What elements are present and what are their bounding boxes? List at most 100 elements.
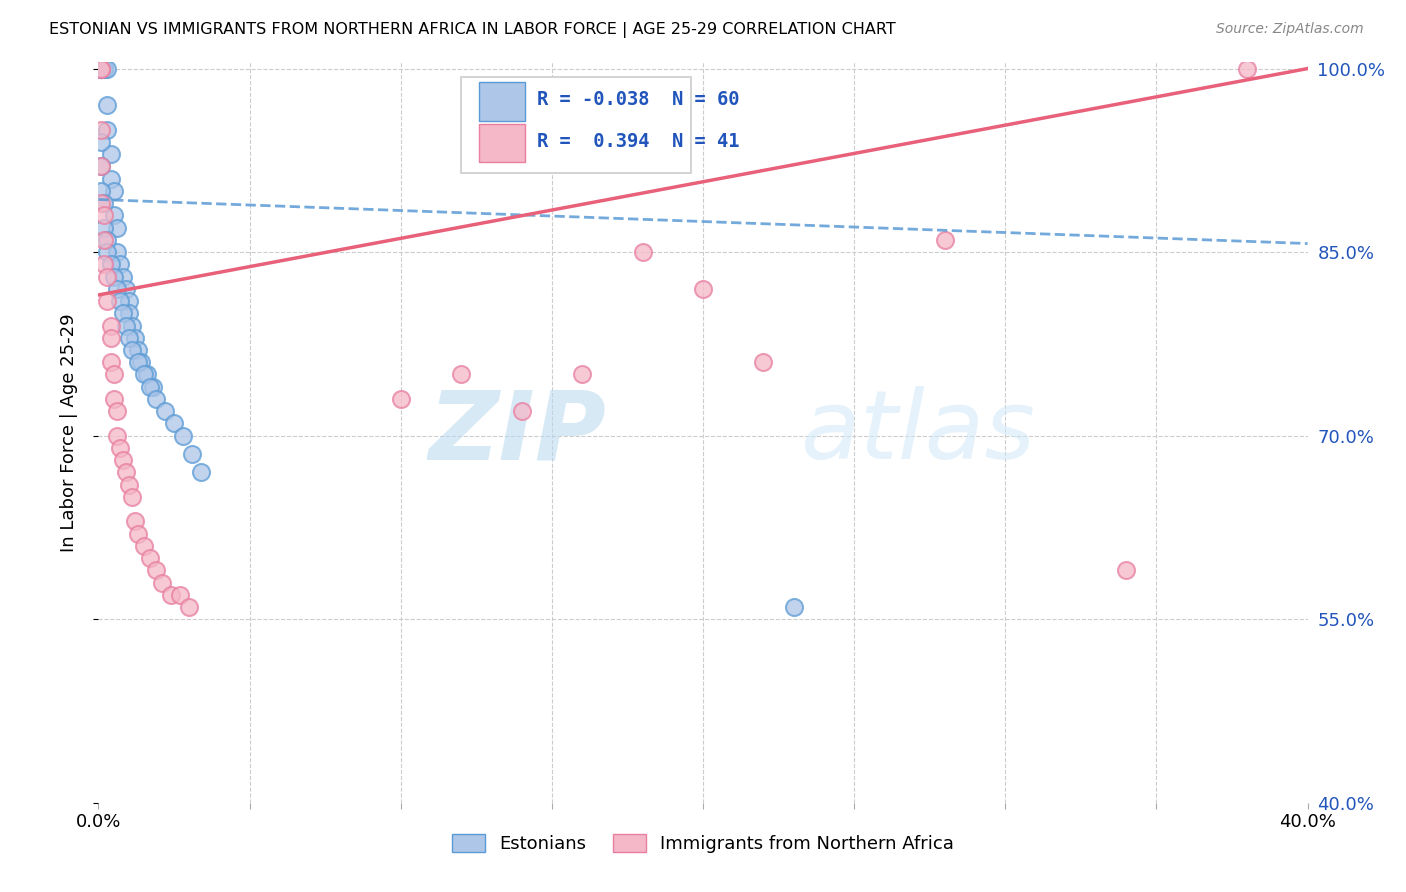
Point: [150, 575, 173, 590]
Point: [90, 62, 112, 76]
Point: [127, 355, 149, 369]
Point: [631, 245, 654, 260]
Point: [114, 282, 136, 296]
Point: [103, 392, 125, 406]
Point: [510, 404, 533, 418]
Point: [1236, 62, 1258, 76]
Point: [100, 257, 122, 271]
Point: [96, 62, 118, 76]
Point: [145, 392, 167, 406]
FancyBboxPatch shape: [461, 78, 690, 173]
Point: [90, 62, 112, 76]
Point: [90, 62, 112, 76]
Point: [90, 184, 112, 198]
Point: [90, 122, 112, 136]
Point: [111, 306, 134, 320]
Point: [132, 368, 155, 382]
Point: [135, 368, 157, 382]
Point: [100, 318, 122, 333]
Point: [93, 233, 115, 247]
Point: [142, 380, 165, 394]
FancyBboxPatch shape: [479, 82, 526, 121]
Point: [90, 62, 112, 76]
Text: ZIP: ZIP: [429, 386, 606, 479]
Point: [111, 453, 134, 467]
Point: [93, 257, 115, 271]
Legend: Estonians, Immigrants from Northern Africa: Estonians, Immigrants from Northern Afri…: [444, 827, 962, 861]
Text: R = -0.038  N = 60: R = -0.038 N = 60: [537, 90, 740, 110]
Point: [105, 428, 128, 442]
Point: [934, 233, 956, 247]
Point: [752, 355, 775, 369]
Text: Source: ZipAtlas.com: Source: ZipAtlas.com: [1216, 22, 1364, 37]
Point: [692, 282, 714, 296]
Point: [103, 269, 125, 284]
Point: [90, 196, 112, 211]
Point: [114, 466, 136, 480]
Point: [118, 306, 141, 320]
Point: [90, 62, 112, 76]
Point: [571, 368, 593, 382]
Point: [93, 62, 115, 76]
Point: [90, 160, 112, 174]
Point: [132, 539, 155, 553]
Point: [105, 404, 128, 418]
Point: [118, 294, 141, 309]
Point: [121, 318, 143, 333]
Point: [127, 526, 149, 541]
Point: [153, 404, 176, 418]
Y-axis label: In Labor Force | Age 25-29: In Labor Force | Age 25-29: [59, 313, 77, 552]
Point: [121, 490, 143, 504]
Point: [90, 62, 112, 76]
Point: [105, 220, 128, 235]
Point: [100, 171, 122, 186]
Point: [93, 220, 115, 235]
Point: [127, 343, 149, 357]
Text: atlas: atlas: [800, 386, 1035, 479]
Point: [103, 208, 125, 222]
Point: [93, 62, 115, 76]
Point: [96, 233, 118, 247]
Point: [108, 257, 131, 271]
Point: [118, 331, 141, 345]
Point: [121, 343, 143, 357]
Point: [129, 355, 152, 369]
Point: [100, 147, 122, 161]
Point: [93, 62, 115, 76]
Point: [783, 599, 806, 614]
Point: [96, 122, 118, 136]
Text: ESTONIAN VS IMMIGRANTS FROM NORTHERN AFRICA IN LABOR FORCE | AGE 25-29 CORRELATI: ESTONIAN VS IMMIGRANTS FROM NORTHERN AFR…: [49, 22, 896, 38]
Point: [124, 331, 146, 345]
Point: [139, 380, 162, 394]
Point: [90, 62, 112, 76]
Point: [93, 62, 115, 76]
Point: [96, 245, 118, 260]
Point: [124, 514, 146, 528]
Point: [90, 135, 112, 149]
Point: [179, 599, 201, 614]
Point: [90, 62, 112, 76]
Point: [90, 62, 112, 76]
Point: [90, 62, 112, 76]
Text: R =  0.394  N = 41: R = 0.394 N = 41: [537, 132, 740, 151]
Point: [90, 160, 112, 174]
Point: [100, 355, 122, 369]
Point: [1115, 563, 1137, 577]
Point: [172, 428, 194, 442]
Point: [160, 588, 183, 602]
Point: [96, 98, 118, 112]
Point: [96, 294, 118, 309]
Point: [114, 318, 136, 333]
Point: [105, 245, 128, 260]
Point: [93, 208, 115, 222]
Point: [169, 588, 191, 602]
Point: [93, 196, 115, 211]
Point: [90, 62, 112, 76]
Point: [105, 282, 128, 296]
Point: [111, 269, 134, 284]
Point: [450, 368, 472, 382]
Point: [96, 269, 118, 284]
Point: [103, 368, 125, 382]
Point: [90, 62, 112, 76]
Point: [181, 447, 204, 461]
